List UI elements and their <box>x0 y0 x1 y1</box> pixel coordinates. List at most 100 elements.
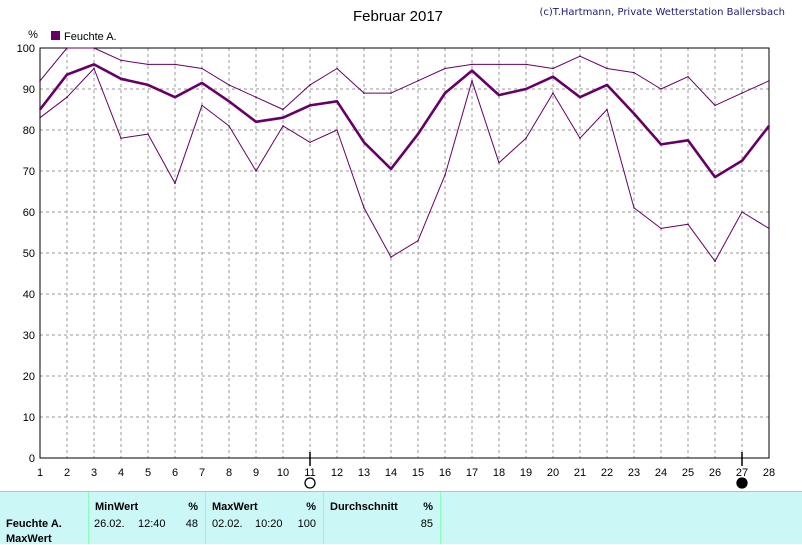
x-tick-label: 20 <box>547 467 559 479</box>
y-tick-label: 10 <box>23 412 35 424</box>
data-point-min <box>201 104 203 107</box>
data-point-max <box>660 88 662 90</box>
stats-label-cell: Feuchte A. MaxWert <box>0 492 89 545</box>
statistics-panel: Feuchte A. MaxWert MinWert % 26.02. 12:4… <box>0 491 802 545</box>
data-point-max <box>309 84 311 86</box>
data-point-max <box>768 80 770 82</box>
stats-max-cell: MaxWert % 02.02. 10:20 100 <box>205 492 324 544</box>
data-point-min <box>552 92 554 94</box>
data-point-mean <box>228 100 230 103</box>
x-tick-label: 27 <box>736 467 748 479</box>
data-point-mean <box>552 75 554 78</box>
data-point-mean <box>120 77 122 80</box>
data-point-max <box>525 63 527 66</box>
x-tick-label: 19 <box>520 467 532 479</box>
x-tick-label: 12 <box>331 467 343 479</box>
data-point-max <box>336 67 338 70</box>
data-point-min <box>228 125 230 127</box>
data-point-mean <box>606 84 608 86</box>
data-point-min <box>498 162 500 164</box>
data-point-min <box>714 260 716 263</box>
stats-row-label-2: MaxWert <box>6 533 52 545</box>
avg-header: Durchschnitt <box>330 501 398 513</box>
y-tick-label: 90 <box>23 84 35 96</box>
series-line-mean <box>38 63 771 179</box>
data-point-mean <box>390 168 392 170</box>
x-tick-label: 6 <box>172 467 178 479</box>
full-moon-icon <box>304 477 316 489</box>
data-point-mean <box>444 92 446 94</box>
plot-frame <box>39 47 770 459</box>
data-point-max <box>363 92 365 94</box>
data-point-mean <box>363 141 365 144</box>
x-tick-label: 15 <box>412 467 424 479</box>
x-tick-label: 10 <box>277 467 289 479</box>
min-value: 48 <box>185 518 198 530</box>
data-point-min <box>687 223 689 226</box>
data-point-mean <box>255 121 257 123</box>
x-tick-label: 18 <box>493 467 505 479</box>
x-tick-label: 4 <box>118 467 124 479</box>
x-tick-label: 3 <box>91 467 97 479</box>
data-point-mean <box>660 143 662 146</box>
y-tick-label: 30 <box>23 330 35 342</box>
x-tick-label: 2 <box>64 467 70 479</box>
data-point-mean <box>282 116 284 119</box>
data-point-max <box>201 67 203 70</box>
x-tick-label: 8 <box>226 467 232 479</box>
data-point-max <box>714 104 716 107</box>
data-point-max <box>471 63 473 66</box>
data-point-mean <box>498 94 500 96</box>
data-point-min <box>39 116 41 119</box>
data-point-max <box>228 84 230 86</box>
data-point-min <box>444 174 446 176</box>
data-point-max <box>390 92 392 94</box>
data-point-max <box>417 80 419 82</box>
x-tick-label: 1 <box>37 467 43 479</box>
data-point-min <box>660 227 662 230</box>
data-point-min <box>282 125 284 127</box>
x-tick-label: 21 <box>574 467 586 479</box>
legend-swatch <box>51 31 60 40</box>
y-tick-label: 100 <box>17 43 35 55</box>
stats-avg-cell: Durchschnitt % 85 <box>323 492 441 544</box>
x-tick-label: 22 <box>601 467 613 479</box>
data-point-max <box>282 108 284 111</box>
data-point-min <box>120 137 122 139</box>
y-tick-label: 60 <box>23 207 35 219</box>
data-point-mean <box>687 139 689 142</box>
max-date: 02.02. <box>212 518 243 530</box>
min-header: MinWert <box>95 501 139 513</box>
data-point-max <box>120 59 122 62</box>
data-point-mean <box>309 104 311 107</box>
x-tick-label: 7 <box>199 467 205 479</box>
data-point-max <box>93 47 95 49</box>
x-tick-label: 26 <box>709 467 721 479</box>
data-point-mean <box>579 96 581 98</box>
data-point-mean <box>336 100 338 103</box>
new-moon-icon <box>736 477 748 489</box>
data-point-mean <box>417 133 419 135</box>
data-point-max <box>498 63 500 66</box>
data-point-mean <box>633 112 635 115</box>
x-tick-label: 11 <box>304 467 315 479</box>
data-point-max <box>66 47 68 49</box>
data-point-mean <box>39 108 41 111</box>
x-tick-label: 23 <box>628 467 640 479</box>
data-point-mean <box>93 63 95 66</box>
data-point-min <box>633 207 635 209</box>
data-point-mean <box>147 84 149 86</box>
data-point-min <box>93 67 95 70</box>
chart-title: Februar 2017 <box>353 8 443 25</box>
legend-label: Feuchte A. <box>64 31 117 43</box>
series-line-max <box>39 47 770 110</box>
data-point-min <box>390 256 392 258</box>
data-point-mean <box>741 159 743 162</box>
data-point-min <box>606 108 608 111</box>
data-point-max <box>174 63 176 66</box>
stats-min-cell: MinWert % 26.02. 12:40 48 <box>88 492 206 544</box>
data-point-max <box>39 80 41 82</box>
data-point-max <box>606 67 608 70</box>
data-point-mean <box>66 73 68 76</box>
data-point-min <box>471 80 473 82</box>
